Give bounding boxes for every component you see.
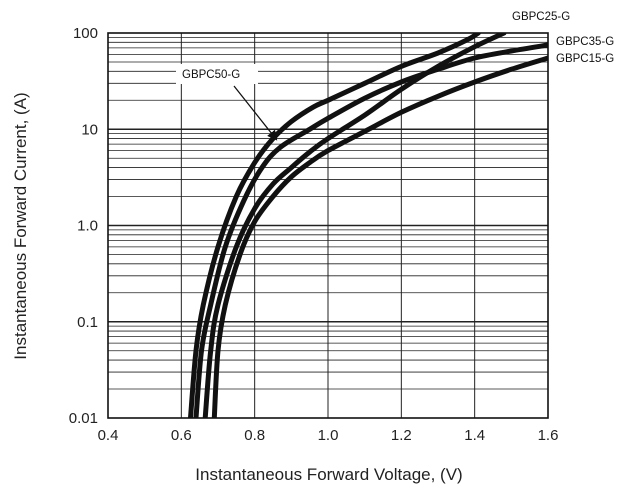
series-label-gbpc15: GBPC15-G	[556, 53, 614, 65]
y-tick-label: 10	[81, 121, 98, 138]
y-tick-label: 1.0	[77, 218, 98, 235]
x-tick-label: 1.2	[391, 427, 412, 444]
series-line-gbpc35-g	[193, 42, 548, 418]
x-tick-label: 0.4	[98, 427, 119, 444]
x-tick-label: 0.8	[244, 427, 265, 444]
series-line-gbpc15-g	[211, 55, 548, 418]
annotation-arrow	[233, 85, 278, 141]
series-label-gbpc50: GBPC50-G	[182, 69, 240, 81]
series-label-gbpc35: GBPC35-G	[556, 36, 614, 48]
x-tick-labels: 0.4 0.6 0.8 1.0 1.2 1.4 1.6	[98, 427, 559, 444]
x-tick-label: 1.6	[538, 427, 559, 444]
series-label-gbpc25: GBPC25-G	[512, 11, 570, 23]
plot-frame	[107, 32, 549, 419]
annotation-gbpc50: GBPC50-G	[176, 64, 278, 141]
y-axis-title: Instantaneous Forward Current, (A)	[11, 92, 30, 359]
x-tick-label: 1.4	[464, 427, 485, 444]
series-curves	[188, 33, 548, 418]
x-tick-label: 1.0	[318, 427, 339, 444]
y-tick-label: 0.1	[77, 314, 98, 331]
grid-lines	[108, 33, 548, 418]
series-line-gbpc50-g	[188, 33, 481, 418]
y-tick-label: 100	[73, 25, 98, 42]
x-axis-title: Instantaneous Forward Voltage, (V)	[195, 465, 462, 484]
y-tick-label: 0.01	[69, 410, 98, 427]
x-tick-label: 0.6	[171, 427, 192, 444]
y-tick-labels: 0.01 0.1 1.0 10 100	[69, 25, 98, 427]
